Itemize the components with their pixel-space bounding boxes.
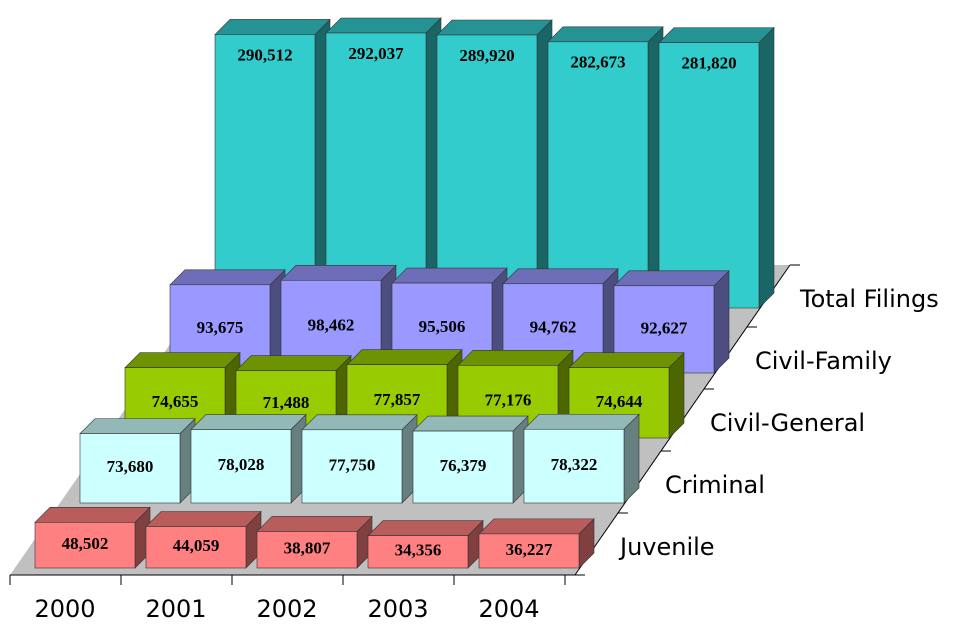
bar-top [124, 352, 241, 369]
bar [79, 433, 181, 504]
bar [658, 42, 760, 309]
value-label: 77,857 [374, 390, 421, 409]
bar-top [547, 26, 664, 43]
bar-top [523, 413, 640, 430]
bar [256, 531, 358, 569]
value-label: 48,502 [62, 534, 109, 553]
bar-top [256, 516, 373, 532]
value-label: 74,655 [152, 392, 199, 411]
bar [436, 34, 538, 309]
x-tick-label: 2002 [256, 595, 317, 623]
bar-top [79, 418, 196, 434]
bar [325, 32, 427, 309]
bar-top [301, 414, 418, 431]
value-label: 98,462 [308, 316, 355, 335]
value-label: 78,028 [218, 455, 265, 474]
x-tick-label: 2004 [478, 595, 539, 623]
bar-top [190, 414, 307, 430]
bar-top [502, 268, 619, 285]
value-label: 38,807 [284, 539, 331, 558]
value-label: 44,059 [173, 536, 220, 555]
bar-top [367, 520, 484, 536]
bar-top [568, 352, 685, 369]
value-label: 290,512 [237, 45, 292, 64]
bar [34, 522, 136, 569]
bar [214, 34, 316, 309]
value-label: 289,920 [459, 46, 514, 65]
bar-top [457, 350, 574, 366]
series-label: Total Filings [799, 285, 939, 313]
bar-side [623, 413, 640, 504]
value-label: 78,322 [551, 455, 598, 474]
bar-top [391, 267, 508, 284]
bar-side [758, 26, 775, 309]
bar-side [713, 270, 730, 374]
value-label: 281,820 [681, 54, 736, 73]
value-label: 95,506 [419, 317, 466, 336]
bar-top [325, 17, 442, 34]
value-label: 73,680 [107, 457, 154, 476]
value-label: 71,488 [263, 393, 310, 412]
bar-top [478, 518, 595, 535]
value-label: 93,675 [197, 318, 244, 337]
value-label: 74,644 [596, 392, 643, 411]
bar [523, 428, 625, 504]
series-label: Juvenile [618, 533, 715, 561]
bar [547, 41, 649, 309]
value-label: 94,762 [530, 317, 577, 336]
bar-top [346, 349, 463, 365]
bar [145, 526, 247, 569]
bar-top [235, 355, 352, 371]
bar-top [214, 19, 331, 35]
value-label: 282,673 [570, 53, 625, 72]
bar-top [34, 507, 151, 523]
series-label: Criminal [665, 471, 765, 499]
bar [367, 535, 469, 569]
x-tick-label: 2001 [145, 595, 206, 623]
bar-top [658, 27, 775, 43]
series-label: Civil-Family [755, 347, 892, 375]
value-label: 92,627 [641, 318, 688, 337]
bar [478, 533, 580, 569]
x-tick-label: 2000 [34, 595, 95, 623]
bar [190, 429, 292, 504]
bar [412, 430, 514, 504]
value-label: 77,750 [329, 455, 376, 474]
bar-top [280, 264, 397, 281]
value-label: 292,037 [348, 44, 404, 63]
value-label: 34,356 [395, 541, 442, 560]
bar-top [436, 19, 553, 36]
series-label: Civil-General [710, 409, 865, 437]
value-label: 76,379 [440, 456, 487, 475]
bar-top [613, 270, 730, 287]
bar-top [169, 269, 286, 286]
bar [301, 429, 403, 504]
bar-top [145, 511, 262, 527]
bar-top [412, 415, 529, 432]
x-tick-label: 2003 [367, 595, 428, 623]
value-label: 36,227 [506, 540, 553, 559]
value-label: 77,176 [485, 391, 532, 410]
